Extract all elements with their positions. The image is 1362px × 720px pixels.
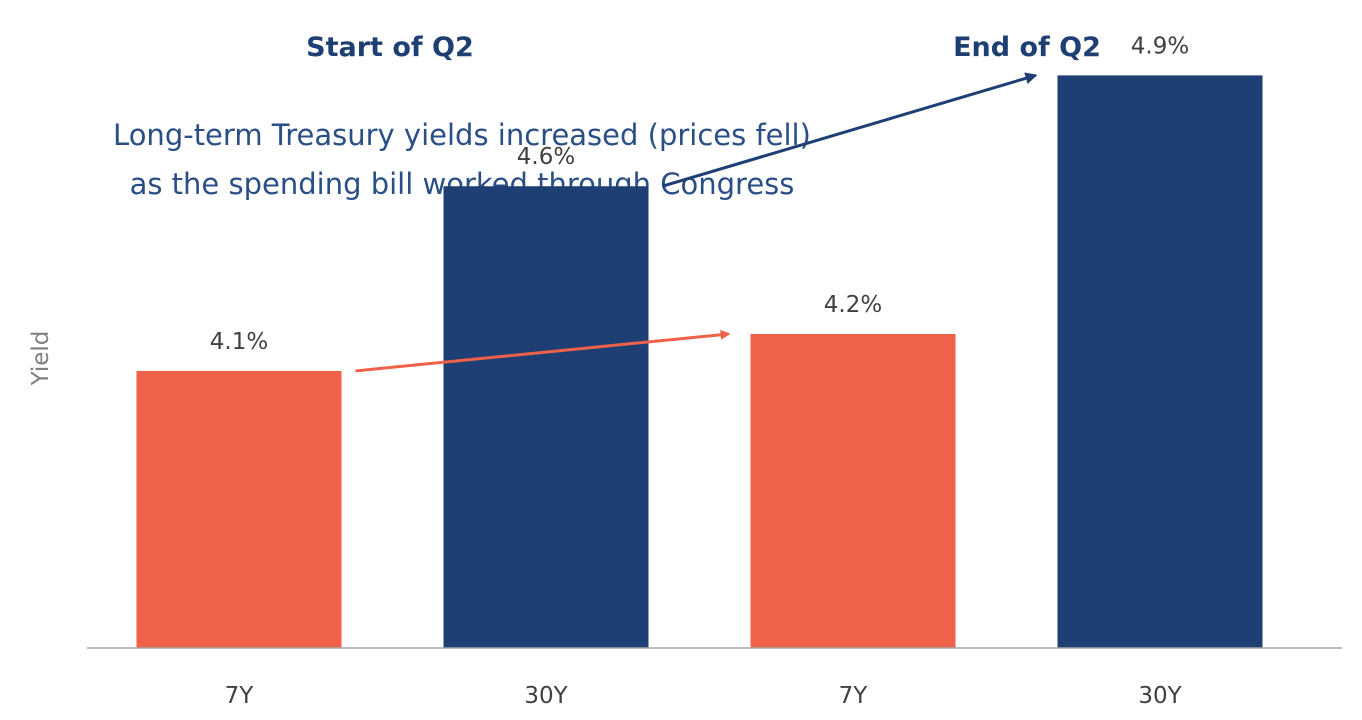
value-label-start-q2-7y: 4.1% bbox=[210, 329, 268, 355]
group-title-end-q2: End of Q2 bbox=[953, 32, 1101, 63]
group-title-start-q2: Start of Q2 bbox=[306, 32, 474, 63]
arrow-30y-change bbox=[662, 72, 1038, 188]
x-tick-label-30y-start: 30Y bbox=[524, 683, 568, 709]
bar-end-q2-30y bbox=[1057, 75, 1263, 649]
value-label-start-q2-30y: 4.6% bbox=[517, 144, 575, 170]
bar-start-q2-7y bbox=[136, 370, 342, 648]
bar-end-q2-7y bbox=[750, 334, 956, 648]
value-label-end-q2-30y: 4.9% bbox=[1131, 33, 1189, 59]
x-tick-label-7y-end: 7Y bbox=[839, 683, 869, 709]
y-axis-title: Yield bbox=[28, 331, 54, 387]
bar-start-q2-30y bbox=[443, 186, 649, 648]
value-label-end-q2-7y: 4.2% bbox=[824, 292, 882, 318]
x-tick-label-7y-start: 7Y bbox=[225, 683, 255, 709]
x-tick-label-30y-end: 30Y bbox=[1138, 683, 1182, 709]
arrow-7y-change bbox=[355, 329, 731, 373]
annotation-line-1: Long-term Treasury yields increased (pri… bbox=[113, 118, 811, 152]
